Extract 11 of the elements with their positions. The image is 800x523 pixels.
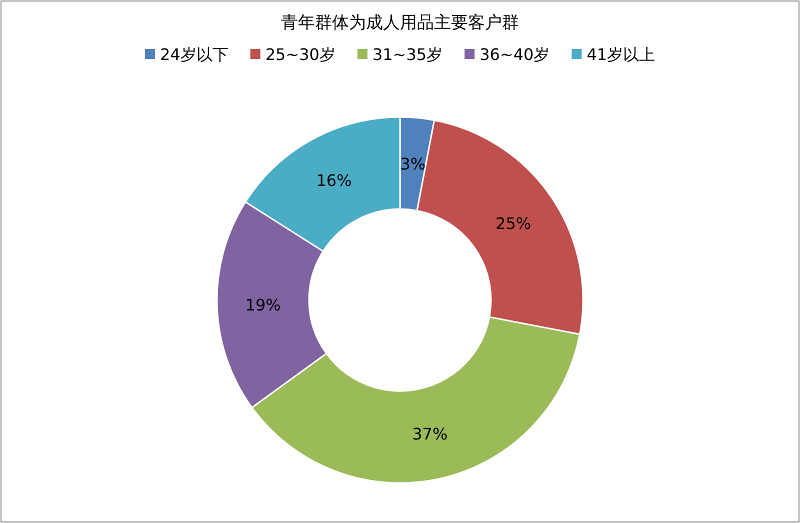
legend-label: 25~30岁	[265, 45, 336, 64]
legend-label: 36~40岁	[480, 45, 550, 64]
legend-label: 24岁以下	[160, 45, 228, 64]
legend-label: 31~35岁	[372, 45, 443, 64]
legend-label: 41岁以上	[586, 45, 656, 64]
data-label: 37%	[412, 424, 448, 444]
data-label: 16%	[316, 170, 352, 190]
chart-title: 青年群体为成人用品主要客户群	[281, 13, 519, 33]
data-label: 3%	[400, 154, 426, 174]
data-label: 25%	[496, 214, 532, 233]
data-label: 19%	[245, 295, 281, 314]
